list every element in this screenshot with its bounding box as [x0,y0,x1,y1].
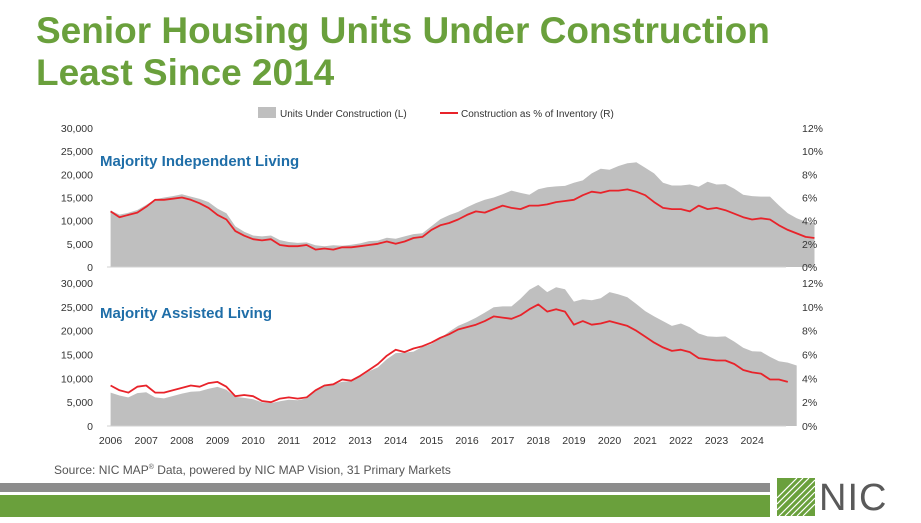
x-axis-tick-label: 2023 [705,435,729,447]
panel-label: Majority Independent Living [100,153,299,170]
chart-legend: Units Under Construction (L) Constructio… [258,107,614,120]
pct-line-series [110,188,815,251]
legend-label-units: Units Under Construction (L) [280,109,407,120]
left-axis-tick-label: 25,000 [61,302,93,314]
footer-green-bar [0,495,770,517]
left-axis-tick-label: 20,000 [61,326,93,338]
units-area-series [110,284,797,426]
x-axis-tick-label: 2014 [384,435,408,447]
panel-label: Majority Assisted Living [100,305,272,322]
x-axis-tick-label: 2012 [313,435,337,447]
right-axis-tick-label: 6% [802,193,817,205]
nic-logo-text: NIC [819,477,888,519]
left-axis-tick-label: 10,000 [61,373,93,385]
nic-logo-mark-icon [776,477,816,517]
x-axis-tick-label: 2016 [455,435,479,447]
x-axis-tick-label: 2008 [170,435,194,447]
source-text-rest: Data, powered by NIC MAP Vision, 31 Prim… [153,463,451,477]
right-axis-tick-label: 10% [802,146,823,158]
right-axis-tick-label: 12% [802,278,823,290]
legend-label-pct: Construction as % of Inventory (R) [461,109,614,120]
x-axis-tick-label: 2007 [135,435,159,447]
x-axis-tick-label: 2021 [634,435,658,447]
x-axis-tick-label: 2018 [527,435,551,447]
page-title: Senior Housing Units Under Construction … [36,10,770,94]
title-line-2: Least Since 2014 [36,52,335,93]
x-axis-tick-label: 2024 [740,435,764,447]
right-axis-tick-label: 8% [802,169,817,181]
footer-gray-bar [0,483,770,492]
right-axis-tick-label: 2% [802,239,817,251]
source-registered-mark: ® [148,464,154,471]
units-area-series [110,162,815,267]
left-axis-tick-label: 25,000 [61,146,93,158]
title-line-1: Senior Housing Units Under Construction [36,10,770,51]
right-axis-tick-label: 8% [802,326,817,338]
right-axis-tick-label: 0% [802,421,817,433]
x-axis-tick-label: 2013 [348,435,372,447]
chart-panel-2: 0 5,000 10,000 15,000 20,000 25,000 30,000 0% 2%… [61,278,823,447]
right-axis-tick-label: 12% [802,123,823,135]
x-axis-tick-label: 2010 [241,435,265,447]
x-axis-tick-label: 2019 [562,435,586,447]
legend-swatch-units [258,107,276,118]
left-axis-tick-label: 5,000 [67,239,93,251]
x-axis-tick-label: 2022 [669,435,693,447]
source-note: Source: NIC MAP® Data, powered by NIC MA… [54,463,451,477]
right-axis-tick-label: 2% [802,397,817,409]
x-axis-tick-label: 2009 [206,435,230,447]
left-axis-tick-label: 30,000 [61,278,93,290]
left-axis-tick-label: 0 [87,262,93,274]
right-axis-tick-label: 10% [802,302,823,314]
source-text: Source: NIC MAP [54,463,149,477]
right-axis-tick-label: 6% [802,350,817,362]
left-axis-tick-label: 30,000 [61,123,93,135]
x-axis-tick-label: 2017 [491,435,515,447]
x-axis-tick-label: 2006 [99,435,123,447]
left-axis-tick-label: 15,000 [61,193,93,205]
left-axis-tick-label: 10,000 [61,216,93,228]
pct-line-series [110,303,789,404]
x-axis-tick-label: 2011 [277,435,300,447]
left-axis-tick-label: 20,000 [61,169,93,181]
x-axis-tick-label: 2015 [420,435,444,447]
left-axis-tick-label: 0 [87,421,93,433]
right-axis-tick-label: 0% [802,262,817,274]
left-axis-tick-label: 15,000 [61,350,93,362]
nic-logo: NIC [776,477,917,519]
left-axis-tick-label: 5,000 [67,397,93,409]
right-axis-tick-label: 4% [802,216,817,228]
x-axis-tick-label: 2020 [598,435,622,447]
chart-panel-1: 0 5,000 10,000 15,000 20,000 25,000 30,000 0% 2%… [61,123,823,274]
dual-panel-chart: Units Under Construction (L) Constructio… [61,107,823,447]
right-axis-tick-label: 4% [802,373,817,385]
